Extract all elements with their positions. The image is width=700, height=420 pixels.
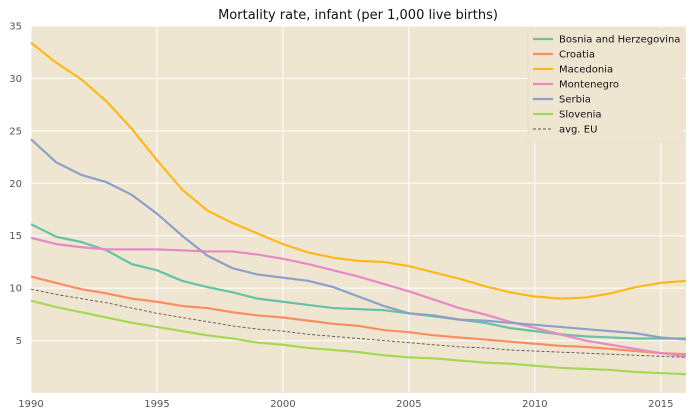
- x-tick-label: 2000: [270, 399, 295, 410]
- series-line: [30, 288, 687, 358]
- y-tick-label: 5: [16, 336, 22, 347]
- legend-label: Montenegro: [559, 80, 619, 91]
- y-tick-label: 25: [9, 126, 22, 137]
- series-line: [30, 138, 687, 341]
- y-tick-label: 10: [9, 284, 22, 295]
- x-tick-label: 1995: [144, 399, 169, 410]
- series-line: [30, 223, 686, 340]
- y-tick-label: 20: [9, 179, 22, 190]
- legend-label: Croatia: [559, 50, 595, 61]
- x-axis: 1990 1995 2000 2005 2010 2015: [18, 399, 673, 410]
- legend-box: [527, 28, 683, 143]
- series-line: [30, 299, 687, 376]
- x-tick-label: 2015: [648, 399, 673, 410]
- y-tick-label: 15: [9, 231, 22, 242]
- series-line: [30, 41, 687, 300]
- chart-title: Mortality rate, infant (per 1,000 live b…: [218, 8, 498, 23]
- series-lines: [30, 41, 687, 376]
- y-axis: 5 10 15 20 25 30 35: [9, 22, 22, 348]
- legend: Bosnia and Herzegovina Croatia Macedonia Mo…: [527, 28, 683, 143]
- legend-label: Bosnia and Herzegovina: [559, 35, 680, 46]
- series-line: [30, 275, 687, 356]
- x-tick-label: 1990: [18, 399, 43, 410]
- legend-label: avg. EU: [559, 125, 597, 136]
- series-line: [30, 236, 687, 358]
- legend-label: Macedonia: [559, 65, 613, 76]
- y-tick-label: 30: [9, 74, 22, 85]
- legend-label: Serbia: [559, 95, 591, 106]
- legend-label: Slovenia: [559, 110, 602, 121]
- y-tick-label: 35: [9, 22, 22, 33]
- x-tick-label: 2005: [396, 399, 421, 410]
- x-tick-label: 2010: [522, 399, 547, 410]
